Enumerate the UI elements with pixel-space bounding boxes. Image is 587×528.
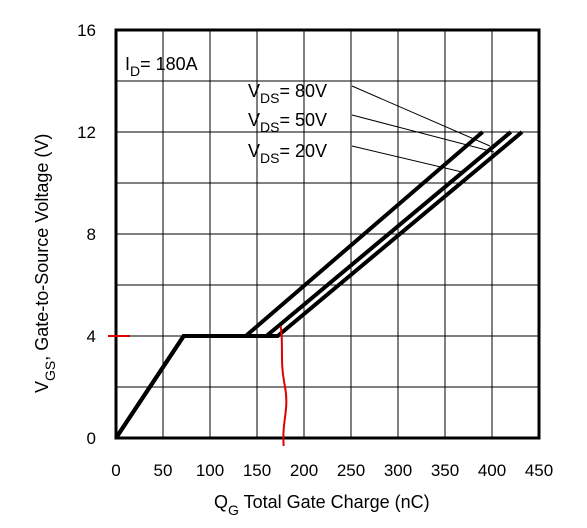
series-label-main: V bbox=[248, 141, 260, 161]
grid-lines bbox=[116, 30, 539, 438]
x-tick-label: 100 bbox=[196, 461, 224, 480]
y-axis-title-main: V bbox=[32, 381, 52, 393]
x-axis-title-main: Q bbox=[214, 492, 228, 512]
series-label-main: V bbox=[248, 81, 260, 101]
series-label-50v: VDS= 50V bbox=[248, 110, 327, 135]
series-label-main: V bbox=[248, 110, 260, 130]
red-vertical-mark bbox=[279, 325, 288, 447]
x-axis-title-sub: G bbox=[228, 502, 239, 518]
x-tick-label: 250 bbox=[337, 461, 365, 480]
y-axis-title-rest: , Gate-to-Source Voltage (V) bbox=[32, 134, 52, 361]
y-tick-labels: 0 4 8 12 16 bbox=[77, 21, 96, 448]
y-tick-label: 8 bbox=[87, 225, 96, 244]
y-tick-label: 12 bbox=[77, 123, 96, 142]
x-tick-label: 350 bbox=[431, 461, 459, 480]
y-tick-label: 16 bbox=[77, 21, 96, 40]
y-axis-title: VGS, Gate-to-Source Voltage (V) bbox=[32, 134, 58, 393]
series-label-20v: VDS= 20V bbox=[248, 141, 327, 166]
x-tick-label: 300 bbox=[384, 461, 412, 480]
x-tick-label: 450 bbox=[525, 461, 553, 480]
condition-rest: = 180A bbox=[140, 54, 198, 74]
series-line-2 bbox=[114, 130, 484, 440]
y-axis-title-sub: GS bbox=[42, 361, 58, 381]
x-axis-title-rest: Total Gate Charge (nC) bbox=[239, 492, 430, 512]
leader-line-2 bbox=[351, 145, 463, 173]
x-tick-labels: 0 50 100 150 200 250 300 350 400 450 bbox=[111, 461, 553, 480]
x-tick-label: 200 bbox=[290, 461, 318, 480]
condition-label: ID= 180A bbox=[125, 54, 198, 79]
series-label-80v: VDS= 80V bbox=[248, 81, 327, 106]
x-tick-label: 50 bbox=[154, 461, 173, 480]
plot-frame bbox=[114, 28, 541, 440]
series-label-sub: DS bbox=[260, 150, 279, 166]
series-lines bbox=[114, 130, 524, 440]
series-label-sub: DS bbox=[260, 90, 279, 106]
x-tick-label: 0 bbox=[111, 461, 120, 480]
series-label-rest: = 20V bbox=[279, 141, 327, 161]
condition-sub: D bbox=[130, 63, 140, 79]
leader-line-0 bbox=[351, 85, 491, 147]
x-tick-label: 400 bbox=[478, 461, 506, 480]
series-label-sub: DS bbox=[260, 119, 279, 135]
y-tick-label: 0 bbox=[87, 429, 96, 448]
series-label-rest: = 50V bbox=[279, 110, 327, 130]
red-annotations bbox=[108, 325, 288, 447]
x-tick-label: 150 bbox=[243, 461, 271, 480]
x-axis-title: QG Total Gate Charge (nC) bbox=[214, 492, 430, 518]
leader-lines bbox=[351, 85, 495, 173]
y-tick-label: 4 bbox=[87, 327, 96, 346]
condition-main: I bbox=[125, 54, 130, 74]
series-label-rest: = 80V bbox=[279, 81, 327, 101]
leader-line-1 bbox=[351, 114, 495, 153]
